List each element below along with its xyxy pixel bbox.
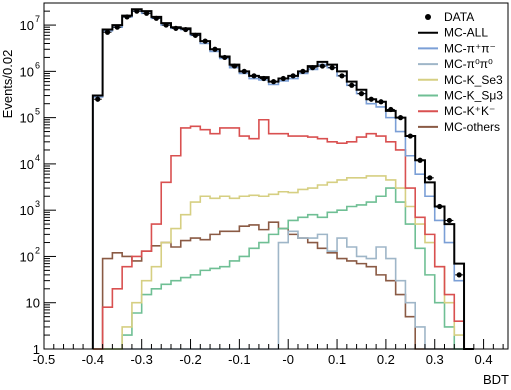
series-layer: [91, 8, 474, 350]
x-tick-label: -0.2: [179, 352, 201, 367]
legend-label-data: DATA: [444, 10, 474, 24]
data-point: [446, 217, 452, 224]
y-tick-label: 10: [20, 249, 34, 264]
data-point: [241, 68, 247, 74]
x-tick-label: 0.2: [377, 352, 395, 367]
series-kmu3-line: [92, 187, 474, 350]
data-point: [153, 15, 159, 21]
data-point: [231, 63, 238, 69]
data-point: [310, 65, 316, 71]
y-axis-label: Events/0.02: [0, 50, 15, 119]
y-tick-label: 10: [20, 64, 34, 79]
series-ke3-line: [92, 175, 474, 350]
data-point: [124, 14, 130, 20]
x-tick-label: 0.4: [475, 352, 493, 367]
data-point: [183, 26, 189, 33]
y-tick-exponent: 6: [35, 60, 40, 70]
x-tick-label: -0.3: [130, 352, 152, 367]
legend-label-ke3: MC-K_Se3: [444, 73, 503, 87]
data-point: [319, 63, 325, 69]
x-tick-label: 0.1: [328, 352, 346, 367]
data-point: [143, 10, 150, 16]
y-tick-exponent: 3: [35, 199, 40, 209]
legend-label-kk: MC-K⁺K⁻: [444, 104, 495, 118]
series-all-line: [91, 8, 474, 350]
data-point: [212, 46, 218, 52]
data-point: [251, 73, 257, 79]
y-tick-exponent: 5: [35, 107, 40, 117]
data-point: [407, 133, 413, 139]
x-tick-label: -0.4: [82, 352, 104, 367]
x-tick-label: -0.5: [33, 352, 55, 367]
data-point: [329, 65, 335, 71]
data-point: [114, 24, 120, 30]
data-point: [202, 38, 208, 44]
legend-label-pipi: MC-π⁺π⁻: [444, 41, 496, 55]
data-point: [339, 73, 345, 79]
data-point: [437, 203, 443, 210]
data-point: [163, 22, 169, 28]
data-point: [417, 157, 423, 163]
legend-label-all: MC-ALL: [444, 26, 488, 40]
legend-label-pi0pi0: MC-π⁰π⁰: [444, 57, 493, 71]
data-point: [397, 115, 404, 121]
x-tick-label: -0: [282, 352, 294, 367]
y-tick-exponent: 2: [35, 245, 40, 255]
data-point: [388, 106, 394, 113]
series-others-line: [92, 221, 474, 350]
data-point: [173, 25, 179, 31]
data-point: [358, 91, 365, 97]
x-tick-label: 0.3: [426, 352, 444, 367]
data-point: [222, 54, 228, 61]
legend-label-others: MC-others: [444, 120, 500, 134]
data-point: [427, 175, 433, 181]
data-points-layer: [93, 8, 464, 278]
data-point: [378, 99, 384, 105]
y-tick-exponent: 7: [35, 14, 40, 24]
legend-label-kmu3: MC-K_Sμ3: [444, 89, 503, 103]
data-point: [192, 32, 199, 38]
data-point: [456, 272, 462, 278]
data-point: [300, 68, 306, 74]
y-tick-label: 10: [26, 296, 40, 311]
data-point: [104, 29, 111, 35]
y-tick-label: 1: [33, 342, 40, 357]
y-tick-label: 10: [20, 111, 34, 126]
series-pipi-line: [92, 10, 474, 350]
data-point: [290, 73, 296, 79]
data-point: [261, 75, 267, 82]
y-tick-label: 10: [20, 157, 34, 172]
x-tick-label: -0.1: [228, 352, 250, 367]
legend-marker-data: [425, 14, 431, 20]
data-point: [349, 82, 355, 88]
data-point: [368, 96, 374, 102]
y-tick-label: 10: [20, 18, 34, 33]
data-point: [95, 96, 101, 102]
data-point: [280, 75, 286, 82]
y-tick-label: 10: [20, 203, 34, 218]
series-kk-line: [92, 118, 474, 350]
x-axis-label: BDT: [483, 372, 509, 387]
y-tick-exponent: 4: [35, 153, 40, 163]
plot-frame: [43, 2, 509, 350]
data-point: [134, 8, 140, 14]
data-point: [270, 79, 277, 85]
